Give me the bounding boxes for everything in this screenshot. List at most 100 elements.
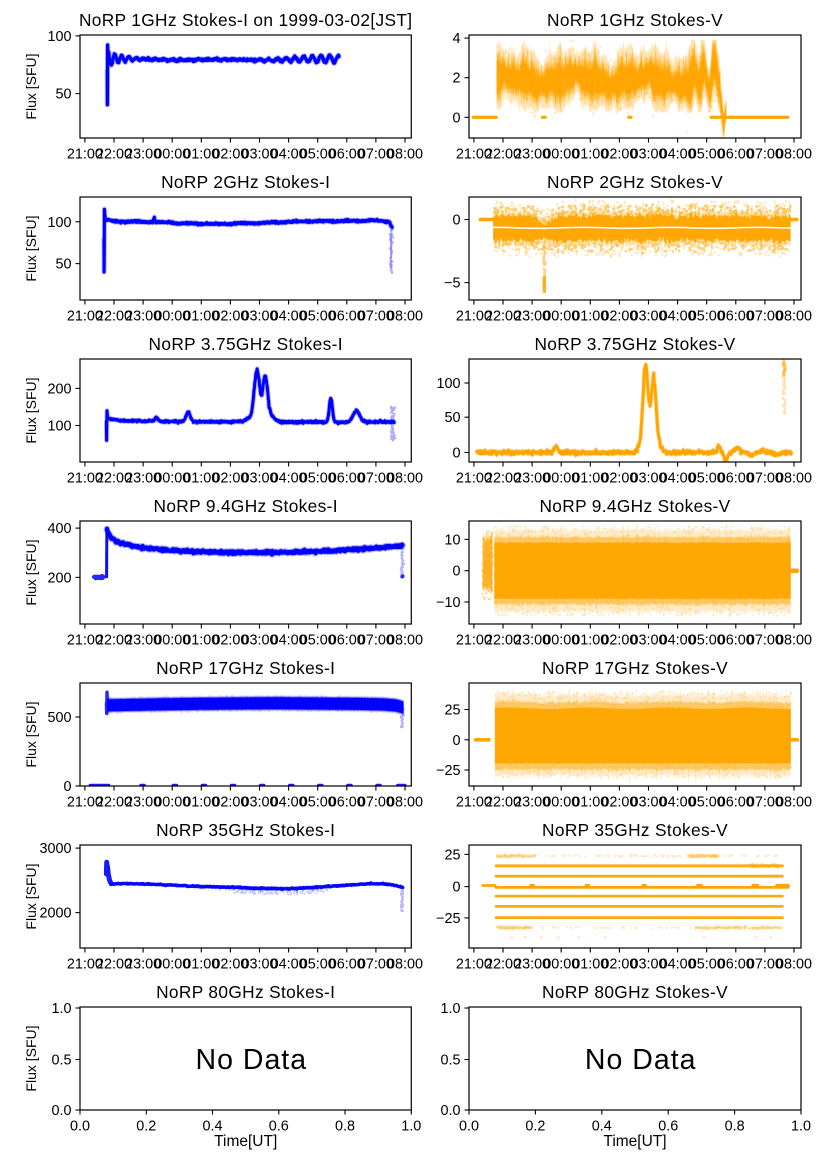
svg-text:01:00: 01:00 [183,632,219,648]
svg-text:01:00: 01:00 [183,308,219,324]
svg-text:Time[UT]: Time[UT] [214,1133,277,1150]
svg-text:−25: −25 [436,911,460,927]
svg-text:23:00: 23:00 [514,794,550,810]
svg-text:0.2: 0.2 [525,1118,545,1134]
svg-text:NoRP 9.4GHz Stokes-V: NoRP 9.4GHz Stokes-V [539,496,730,516]
svg-text:07:00: 07:00 [747,956,783,972]
svg-text:4: 4 [452,31,460,47]
svg-text:21:00: 21:00 [456,632,492,648]
svg-text:NoRP 1GHz Stokes-I on 1999-03-: NoRP 1GHz Stokes-I on 1999-03-02[JST] [79,10,412,30]
svg-text:01:00: 01:00 [183,470,219,486]
svg-text:01:00: 01:00 [183,146,219,162]
svg-text:23:00: 23:00 [514,956,550,972]
svg-text:04:00: 04:00 [271,632,307,648]
svg-text:08:00: 08:00 [387,956,423,972]
svg-text:03:00: 03:00 [630,308,666,324]
svg-text:1.0: 1.0 [440,1001,460,1017]
svg-text:07:00: 07:00 [358,794,394,810]
svg-text:−25: −25 [436,763,460,779]
svg-text:06:00: 06:00 [718,146,754,162]
svg-text:02:00: 02:00 [601,146,637,162]
svg-text:0.6: 0.6 [269,1118,289,1134]
svg-text:0: 0 [452,733,460,749]
svg-text:NoRP 1GHz Stokes-V: NoRP 1GHz Stokes-V [547,10,723,30]
svg-text:0: 0 [452,564,460,580]
svg-text:21:00: 21:00 [67,470,103,486]
svg-text:0.0: 0.0 [51,1103,71,1119]
svg-text:00:00: 00:00 [543,146,579,162]
svg-text:22:00: 22:00 [485,794,521,810]
svg-text:08:00: 08:00 [387,146,423,162]
svg-text:07:00: 07:00 [358,308,394,324]
svg-text:1.0: 1.0 [791,1118,811,1134]
svg-text:04:00: 04:00 [271,146,307,162]
svg-text:23:00: 23:00 [125,794,161,810]
svg-text:23:00: 23:00 [125,470,161,486]
svg-text:00:00: 00:00 [154,632,190,648]
svg-text:08:00: 08:00 [387,632,423,648]
svg-text:06:00: 06:00 [329,632,365,648]
svg-text:0: 0 [452,446,460,462]
svg-text:0.5: 0.5 [440,1053,460,1069]
svg-text:03:00: 03:00 [241,308,277,324]
svg-text:01:00: 01:00 [572,308,608,324]
svg-text:01:00: 01:00 [183,794,219,810]
svg-text:07:00: 07:00 [747,632,783,648]
svg-text:04:00: 04:00 [660,956,696,972]
svg-text:06:00: 06:00 [329,470,365,486]
svg-text:NoRP 17GHz Stokes-I: NoRP 17GHz Stokes-I [156,658,335,678]
svg-text:NoRP 9.4GHz Stokes-I: NoRP 9.4GHz Stokes-I [154,496,338,516]
svg-text:02:00: 02:00 [601,632,637,648]
svg-text:06:00: 06:00 [718,308,754,324]
svg-text:23:00: 23:00 [514,146,550,162]
svg-text:0: 0 [452,110,460,126]
svg-text:03:00: 03:00 [241,146,277,162]
svg-text:05:00: 05:00 [300,308,336,324]
svg-text:22:00: 22:00 [485,308,521,324]
svg-text:−5: −5 [444,276,460,292]
svg-text:01:00: 01:00 [572,794,608,810]
svg-text:04:00: 04:00 [660,308,696,324]
svg-text:21:00: 21:00 [67,956,103,972]
svg-text:06:00: 06:00 [329,146,365,162]
svg-text:03:00: 03:00 [241,470,277,486]
svg-text:500: 500 [47,710,71,726]
svg-text:04:00: 04:00 [271,956,307,972]
svg-text:02:00: 02:00 [601,308,637,324]
svg-text:07:00: 07:00 [358,632,394,648]
svg-text:22:00: 22:00 [96,470,132,486]
svg-text:02:00: 02:00 [601,794,637,810]
svg-text:03:00: 03:00 [630,794,666,810]
svg-text:50: 50 [55,87,71,103]
svg-text:02:00: 02:00 [212,632,248,648]
svg-text:22:00: 22:00 [96,632,132,648]
svg-text:01:00: 01:00 [572,146,608,162]
svg-text:07:00: 07:00 [747,146,783,162]
svg-text:00:00: 00:00 [154,146,190,162]
svg-text:04:00: 04:00 [660,794,696,810]
svg-text:23:00: 23:00 [514,308,550,324]
svg-text:06:00: 06:00 [329,308,365,324]
svg-text:07:00: 07:00 [358,956,394,972]
svg-text:05:00: 05:00 [689,632,725,648]
svg-text:06:00: 06:00 [718,470,754,486]
svg-text:0.2: 0.2 [136,1118,156,1134]
svg-text:00:00: 00:00 [543,632,579,648]
svg-text:04:00: 04:00 [660,146,696,162]
svg-text:22:00: 22:00 [485,632,521,648]
svg-text:03:00: 03:00 [630,146,666,162]
svg-text:21:00: 21:00 [456,146,492,162]
svg-text:2: 2 [452,71,460,87]
svg-text:NoRP 17GHz Stokes-V: NoRP 17GHz Stokes-V [542,658,728,678]
svg-text:0.0: 0.0 [440,1103,460,1119]
svg-text:0.4: 0.4 [592,1118,612,1134]
svg-text:02:00: 02:00 [212,308,248,324]
svg-text:NoRP 80GHz Stokes-I: NoRP 80GHz Stokes-I [156,982,335,1002]
svg-text:NoRP 2GHz Stokes-V: NoRP 2GHz Stokes-V [547,172,723,192]
svg-text:08:00: 08:00 [776,632,812,648]
svg-text:03:00: 03:00 [241,794,277,810]
svg-text:0.8: 0.8 [725,1118,745,1134]
svg-text:NoRP 80GHz Stokes-V: NoRP 80GHz Stokes-V [542,982,728,1002]
svg-text:05:00: 05:00 [689,794,725,810]
svg-text:02:00: 02:00 [212,956,248,972]
